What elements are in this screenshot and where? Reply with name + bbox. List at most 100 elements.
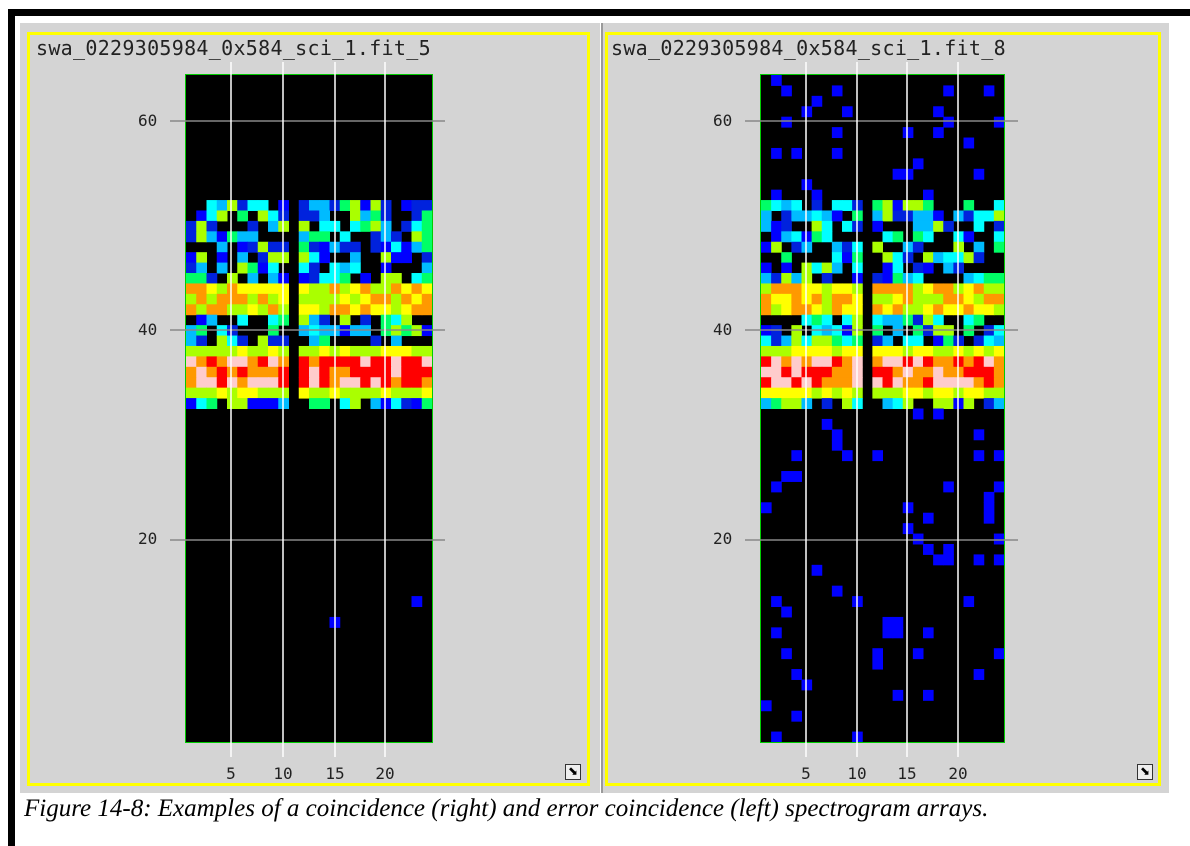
x-tick-5-left: 5 <box>226 764 236 783</box>
spectrogram-cell <box>216 377 228 389</box>
spectrogram-cell <box>360 200 371 211</box>
spectrogram-cell <box>923 314 934 326</box>
spectrogram-cell <box>206 231 218 243</box>
spectrogram-cell <box>933 127 944 139</box>
panel-left-frame[interactable] <box>27 32 590 786</box>
spectrogram-cell <box>811 200 823 211</box>
spectrogram-cell <box>983 345 995 357</box>
spectrogram-cell <box>811 231 823 243</box>
spectrogram-cell <box>902 345 914 357</box>
spectrogram-cell <box>771 366 782 378</box>
spectrogram-cell <box>216 366 228 378</box>
spectrogram-cell <box>943 345 954 357</box>
spectrogram-cell <box>811 314 823 326</box>
spectrogram-cell <box>411 345 423 357</box>
spectrogram-cell <box>943 220 954 232</box>
spectrogram-cell <box>401 283 412 295</box>
spectrogram-cell <box>801 262 813 274</box>
spectrogram-cell <box>771 75 782 86</box>
spectrogram-cell <box>973 387 985 399</box>
spectrogram-cell <box>923 356 934 368</box>
spectrogram-cell <box>973 554 985 566</box>
spectrogram-cell <box>801 293 813 305</box>
y-tick-60-left: 60 <box>138 111 158 130</box>
spectrogram-cell <box>882 210 894 222</box>
spectrogram-cell <box>298 283 310 295</box>
spectrogram-cell <box>237 283 248 295</box>
spectrogram-cell <box>801 314 813 326</box>
spectrogram-cell <box>411 283 423 295</box>
spectrogram-cell <box>923 220 934 232</box>
spectrogram-cell <box>247 398 259 409</box>
spectrogram-cell <box>983 356 995 368</box>
panel-divider <box>601 23 603 793</box>
spectrogram-cell <box>872 210 883 222</box>
spectrogram-cell <box>298 241 310 253</box>
spectrogram-cell <box>391 314 402 326</box>
spectrogram-cell <box>943 116 954 128</box>
spectrogram-cell <box>186 304 197 316</box>
spectrogram-cell <box>370 220 382 232</box>
spectrogram-cell <box>257 200 269 211</box>
spectrogram-cell <box>237 366 248 378</box>
spectrogram-cell <box>882 293 894 305</box>
spectrogram-cell <box>309 262 320 274</box>
spectrogram-cell <box>791 241 802 253</box>
spectrogram-cell <box>411 200 423 211</box>
spectrogram-cell <box>892 377 904 389</box>
spectrogram-cell <box>983 491 995 503</box>
spectrogram-cell <box>237 335 248 347</box>
spectrogram-cell <box>257 262 269 274</box>
spectrogram-cell <box>298 356 310 368</box>
panel-right-frame[interactable] <box>605 32 1161 786</box>
spectrogram-cell <box>247 345 259 357</box>
spectrogram-cell <box>421 387 432 399</box>
spectrogram-cell <box>993 231 1004 243</box>
spectrogram-cell <box>892 273 904 284</box>
spectrogram-cell <box>933 293 944 305</box>
spectrogram-cell <box>993 335 1004 347</box>
spectrogram-cell <box>882 377 894 389</box>
spectrogram-cell <box>872 335 883 347</box>
spectrogram-cell <box>761 700 772 712</box>
spectrogram-cell <box>872 356 883 368</box>
resize-icon[interactable]: ⬊ <box>1137 764 1153 780</box>
spectrogram-cell <box>771 147 782 159</box>
spectrogram-cell <box>298 220 310 232</box>
spectrogram-cell <box>339 283 351 295</box>
spectrogram-cell <box>882 398 894 409</box>
spectrogram-cell <box>380 387 392 399</box>
resize-icon[interactable]: ⬊ <box>565 764 581 780</box>
spectrogram-cell <box>872 314 883 326</box>
spectrogram-cell <box>350 366 361 378</box>
y-tick-40-left: 40 <box>138 320 158 339</box>
spectrogram-cell <box>206 283 218 295</box>
spectrogram-cell <box>761 283 772 295</box>
spectrogram-cell <box>771 220 782 232</box>
spectrogram-cell <box>973 429 985 441</box>
spectrogram-cell <box>801 304 813 316</box>
x-tick-20-right: 20 <box>948 764 968 783</box>
spectrogram-cell <box>206 200 218 211</box>
spectrogram-cell <box>882 616 894 628</box>
spectrogram-cell <box>933 387 944 399</box>
spectrogram-cell <box>781 335 792 347</box>
spectrogram-cell <box>309 210 320 222</box>
spectrogram-cell <box>216 200 228 211</box>
spectrogram-right[interactable] <box>760 74 1005 743</box>
spectrogram-cell <box>257 345 269 357</box>
spectrogram-cell <box>391 366 402 378</box>
y-tick-20-left: 20 <box>138 529 158 548</box>
spectrogram-cell <box>831 210 843 222</box>
spectrogram-cell <box>791 366 802 378</box>
spectrogram-cell <box>761 398 772 409</box>
spectrogram-cell <box>993 241 1004 253</box>
spectrogram-cell <box>421 366 432 378</box>
spectrogram-cell <box>391 304 402 316</box>
spectrogram-cell <box>902 502 914 514</box>
spectrogram-cell <box>319 210 330 222</box>
spectrogram-cell <box>216 304 228 316</box>
spectrogram-cell <box>370 387 382 399</box>
spectrogram-cell <box>298 210 310 222</box>
spectrogram-cell <box>350 293 361 305</box>
